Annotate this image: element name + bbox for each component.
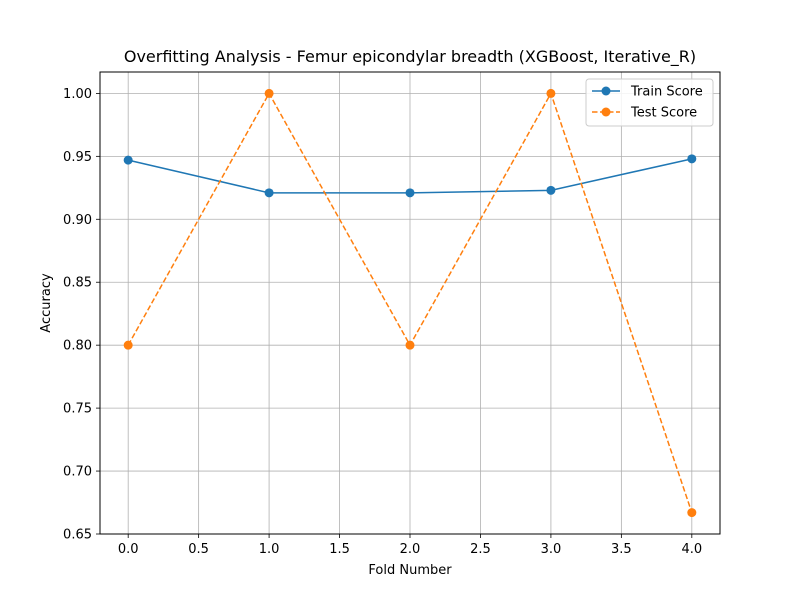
y-tick-label: 0.95: [63, 150, 92, 165]
y-axis-ticks: 0.65 0.70 0.75 0.80 0.85 0.90 0.95 1.00: [63, 87, 100, 543]
legend-marker-train-score: [601, 86, 611, 96]
data-point-train-score: [546, 185, 556, 195]
x-tick-label: 1.0: [259, 542, 280, 557]
data-point-train-score: [687, 154, 697, 164]
legend-label-train-score: Train Score: [630, 85, 703, 100]
series-layer: [123, 88, 697, 518]
x-tick-label: 2.0: [400, 542, 421, 557]
data-point-train-score: [405, 188, 415, 198]
legend: Train Score Test Score: [585, 78, 714, 127]
x-tick-label: 1.5: [329, 542, 350, 557]
data-point-train-score: [264, 188, 274, 198]
y-tick-label: 1.00: [63, 87, 92, 102]
data-point-train-score: [123, 155, 133, 165]
data-point-test-score: [123, 340, 133, 350]
y-tick-label: 0.85: [63, 276, 92, 291]
x-axis-title: Fold Number: [368, 563, 452, 578]
x-axis-ticks: 0.0 0.5 1.0 1.5 2.0 2.5 3.0 3.5 4.0: [118, 534, 702, 557]
series-train-score: [123, 154, 697, 198]
y-tick-label: 0.80: [63, 339, 92, 354]
y-tick-label: 0.75: [63, 402, 92, 417]
x-tick-label: 4.0: [681, 542, 702, 557]
chart-title: Overfitting Analysis - Femur epicondylar…: [124, 47, 696, 67]
legend-marker-test-score: [601, 107, 611, 117]
data-point-test-score: [687, 508, 697, 518]
data-point-test-score: [405, 340, 415, 350]
y-tick-label: 0.70: [63, 465, 92, 480]
y-tick-label: 0.90: [63, 213, 92, 228]
x-tick-label: 2.5: [470, 542, 491, 557]
x-tick-label: 3.5: [611, 542, 632, 557]
data-point-test-score: [546, 88, 556, 98]
x-tick-label: 0.5: [188, 542, 209, 557]
data-point-test-score: [264, 88, 274, 98]
y-axis-title: Accuracy: [39, 273, 54, 333]
series-test-score: [123, 88, 697, 518]
y-tick-label: 0.65: [63, 528, 92, 543]
x-tick-label: 0.0: [118, 542, 139, 557]
x-tick-label: 3.0: [541, 542, 562, 557]
legend-label-test-score: Test Score: [630, 106, 697, 121]
